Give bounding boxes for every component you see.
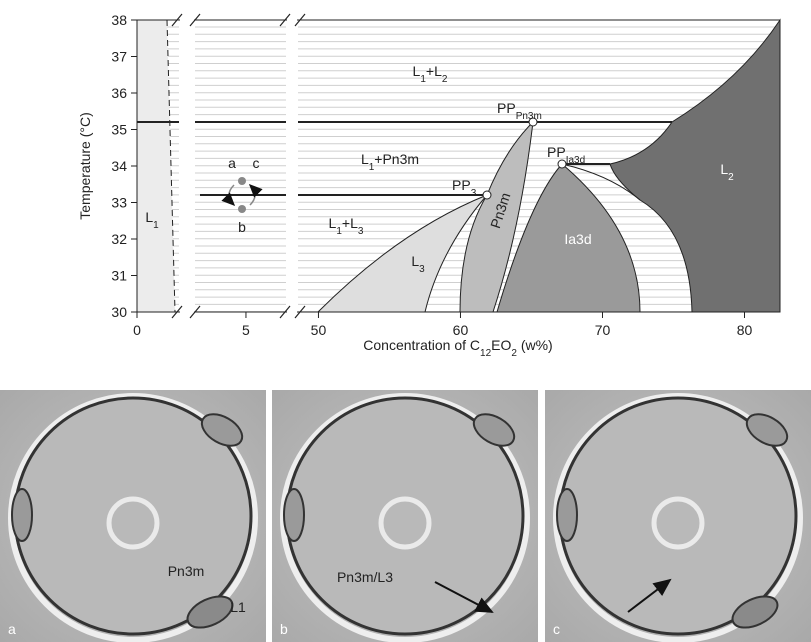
- panel-label: c: [553, 621, 560, 637]
- y-tick-label: 33: [111, 195, 127, 211]
- x-tick-label: 0: [133, 322, 141, 338]
- y-tick-label: 38: [111, 12, 127, 28]
- text-part: PP: [497, 100, 516, 116]
- text-part: Pn3m: [516, 111, 542, 122]
- region-label: Ia3d: [564, 231, 591, 247]
- y-tick-label: 32: [111, 231, 127, 247]
- text-part: 3: [358, 226, 364, 237]
- sample-point: [238, 177, 246, 185]
- x-axis-label: Concentration of C12EO2 (w%): [363, 337, 552, 359]
- photo-label: Pn3m/L3: [337, 569, 393, 585]
- panel-label: b: [280, 621, 288, 637]
- x-tick-label: 70: [595, 322, 611, 338]
- domain: [557, 489, 577, 541]
- text-part: (w%): [517, 337, 553, 353]
- sample-label: b: [238, 219, 246, 235]
- figure: 3031323334353637380550607080Temperature …: [0, 0, 811, 642]
- axis-break-gap: [287, 8, 297, 320]
- text-part: L: [329, 215, 337, 231]
- text-part: L: [145, 209, 153, 225]
- y-tick-label: 36: [111, 85, 127, 101]
- domain: [12, 489, 32, 541]
- text-part: PP: [547, 144, 566, 160]
- x-tick-label: 5: [242, 322, 250, 338]
- text-part: L: [411, 253, 419, 269]
- photo-label: L1: [230, 599, 246, 615]
- y-tick-label: 35: [111, 122, 127, 138]
- text-part: 3: [471, 188, 477, 199]
- y-tick-label: 31: [111, 268, 127, 284]
- micrographs: a Pn3m L1 b Pn3m/L3 c: [0, 390, 811, 642]
- text-part: +L: [342, 215, 358, 231]
- text-part: PP: [452, 177, 471, 193]
- y-axis-label: Temperature (°C): [77, 112, 93, 220]
- text-part: 2: [442, 74, 448, 85]
- text-part: Ia3d: [564, 231, 591, 247]
- text-part: +L: [426, 63, 442, 79]
- text-part: L: [413, 63, 421, 79]
- panel-label: a: [8, 621, 16, 637]
- y-tick-label: 30: [111, 304, 127, 320]
- text-part: 1: [153, 220, 159, 231]
- micrograph: c: [545, 390, 811, 642]
- text-part: 3: [419, 264, 425, 275]
- y-tick-label: 34: [111, 158, 127, 174]
- x-tick-label: 60: [453, 322, 469, 338]
- text-part: Ia3d: [566, 155, 585, 166]
- text-part: EO: [491, 337, 511, 353]
- text-part: L: [361, 151, 369, 167]
- text-part: L: [720, 161, 728, 177]
- x-tick-label: 80: [737, 322, 753, 338]
- axis-break-gap: [180, 8, 194, 320]
- photo-label: Pn3m: [168, 563, 205, 579]
- micrograph: a Pn3m L1: [0, 390, 266, 642]
- micrograph: b Pn3m/L3: [272, 390, 538, 642]
- text-part: 2: [728, 172, 734, 183]
- text-part: Concentration of C: [363, 337, 480, 353]
- sample-point: [238, 205, 246, 213]
- text-part: +Pn3m: [374, 151, 419, 167]
- y-tick-label: 37: [111, 49, 127, 65]
- text-part: 12: [480, 348, 492, 359]
- domain: [284, 489, 304, 541]
- x-tick-label: 50: [311, 322, 327, 338]
- pp3-point: [483, 191, 491, 199]
- sample-label: a: [228, 155, 236, 171]
- sample-label: c: [253, 155, 260, 171]
